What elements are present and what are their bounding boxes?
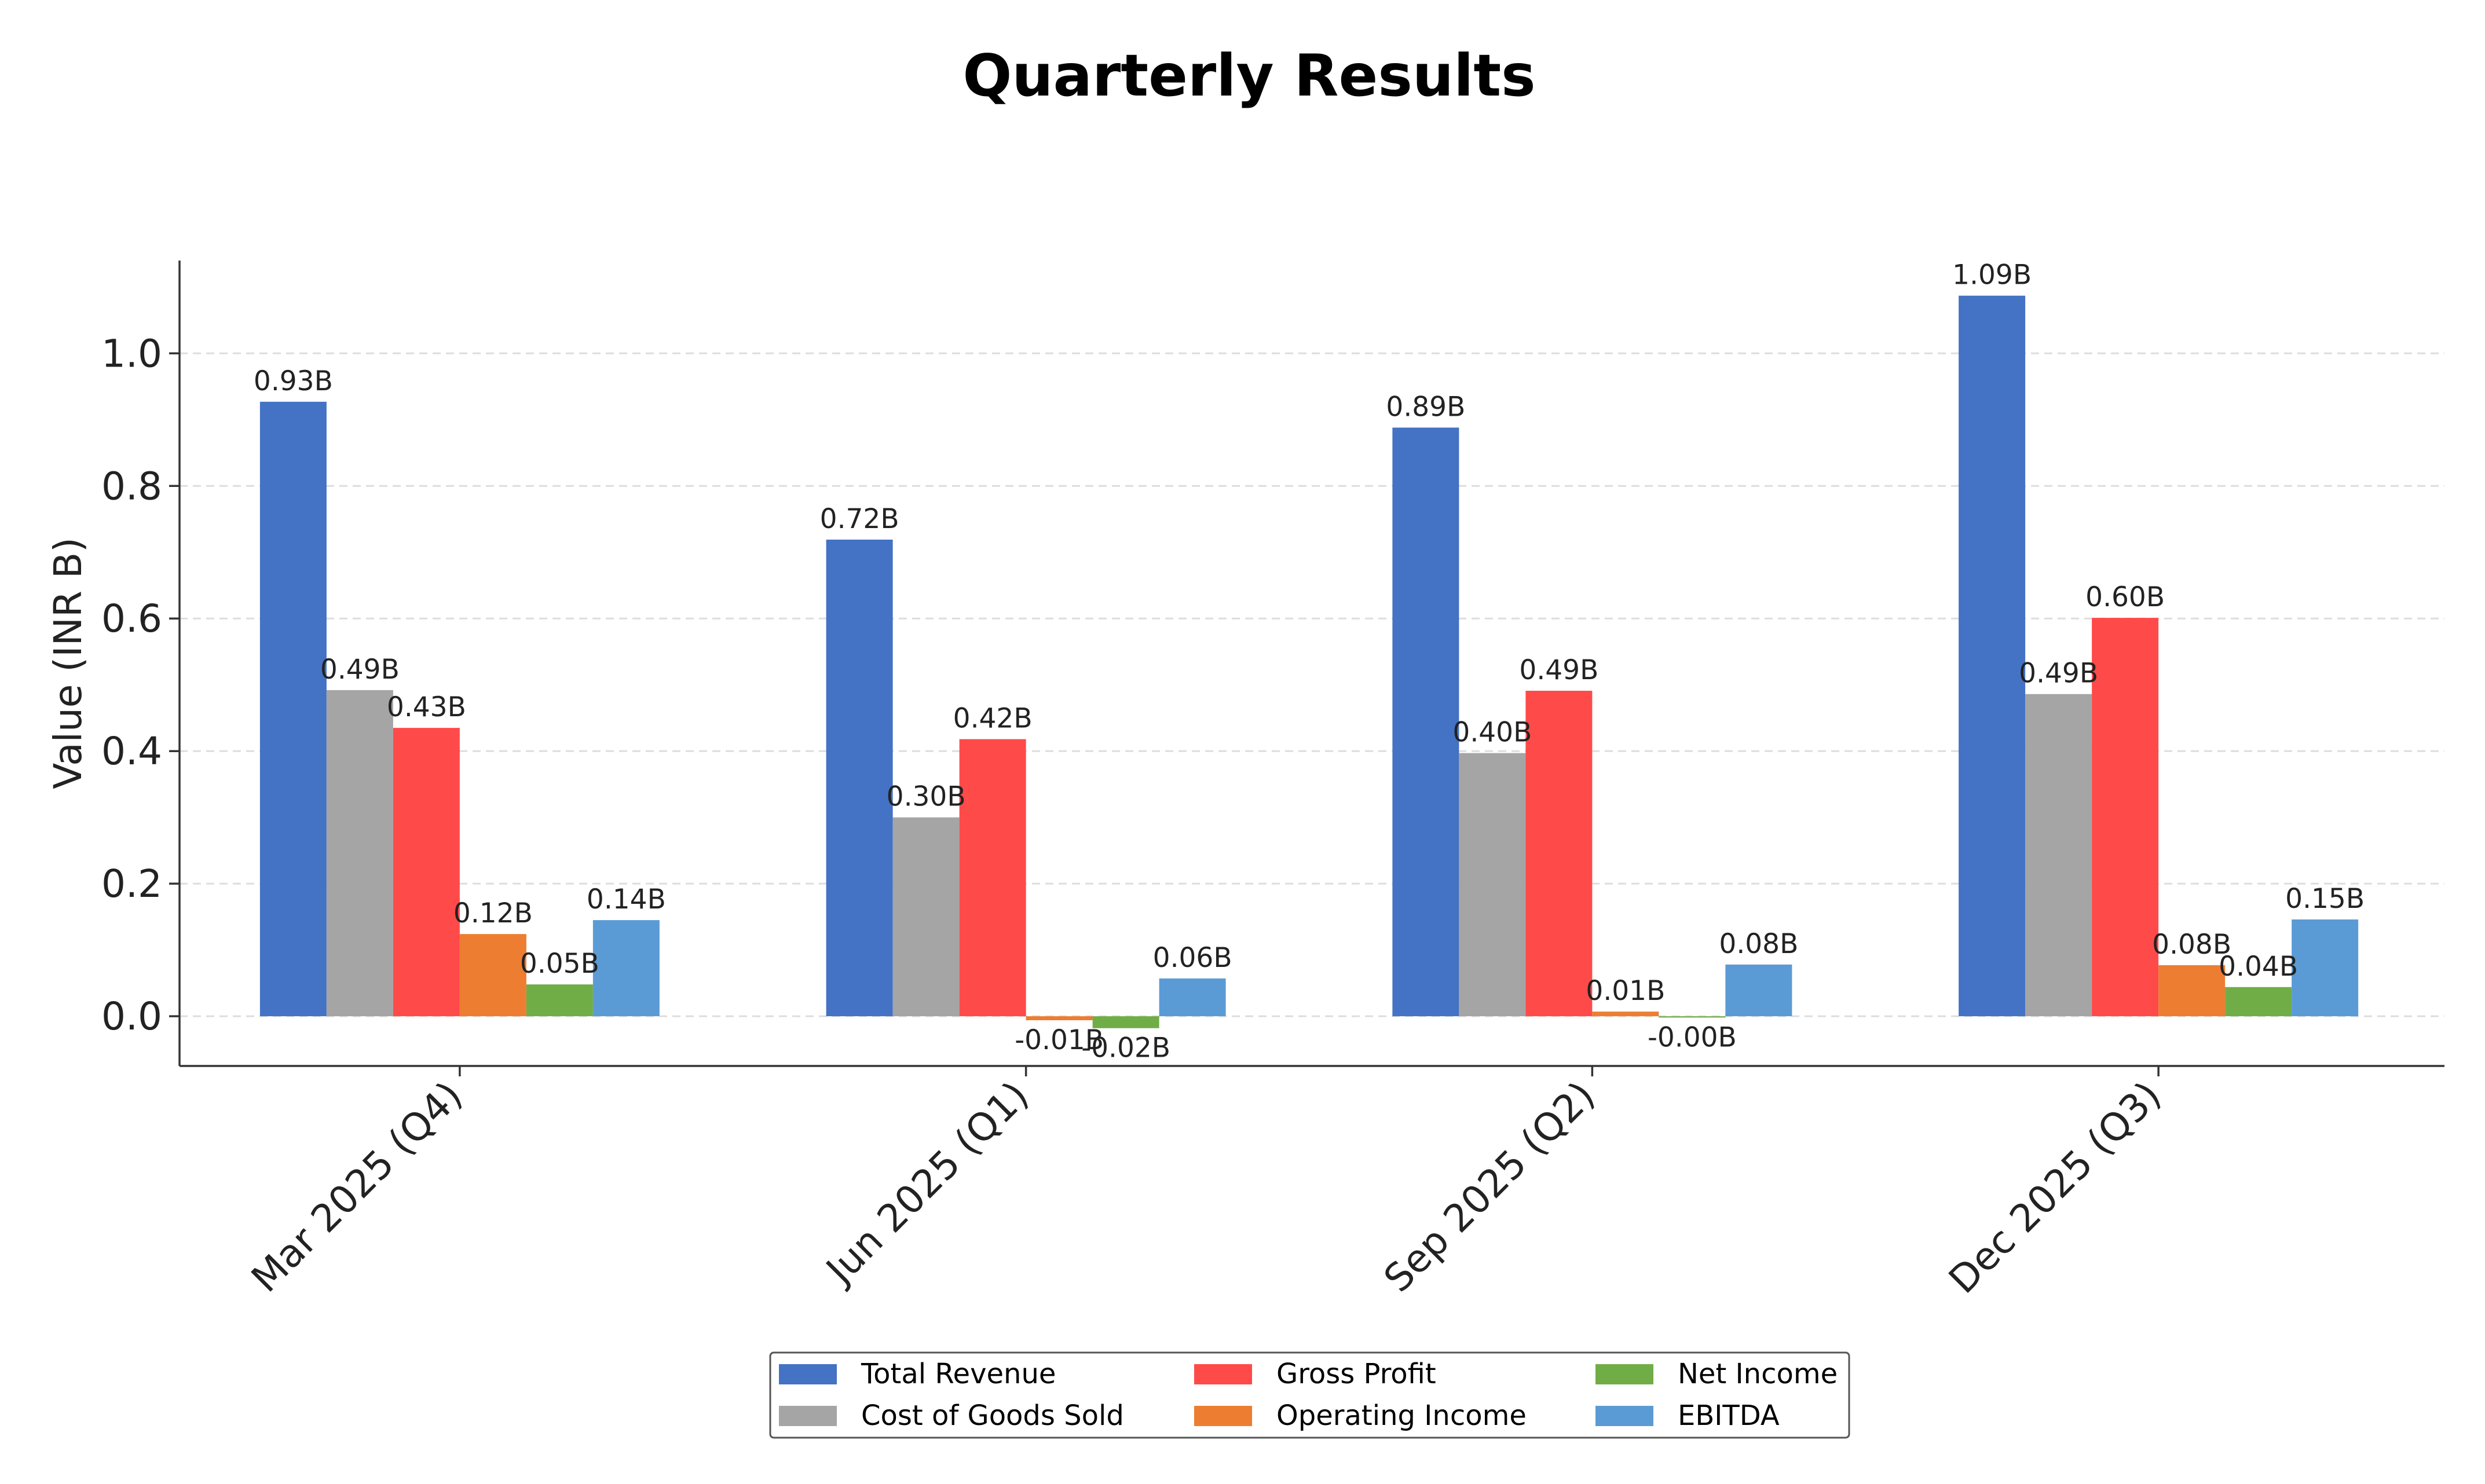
bar	[2092, 618, 2159, 1017]
bar	[1959, 295, 2026, 1017]
bar	[592, 920, 660, 1017]
x-tick-label: Sep 2025 (Q2)	[1375, 1073, 1604, 1301]
legend-box	[769, 1351, 1850, 1439]
bar	[1459, 753, 1526, 1017]
bar	[1592, 1012, 1659, 1017]
data-label: 0.40B	[1452, 717, 1532, 749]
legend-label: EBITDA	[1678, 1399, 1780, 1432]
bar	[1725, 964, 1792, 1017]
chart-title: Quarterly Results	[962, 42, 1535, 109]
data-label: 0.08B	[1719, 928, 1798, 960]
bar	[259, 401, 327, 1017]
legend-swatch	[1194, 1406, 1252, 1426]
bar	[959, 739, 1026, 1017]
data-label: 0.60B	[2085, 581, 2165, 613]
data-label: 0.42B	[953, 703, 1033, 735]
data-label: 0.49B	[320, 654, 400, 686]
data-label: -0.00B	[1648, 1021, 1737, 1053]
legend-swatch	[1194, 1364, 1252, 1384]
bar	[2158, 965, 2226, 1017]
grid-lines	[180, 352, 2444, 1017]
data-label: 0.06B	[1153, 942, 1232, 974]
data-labels: 0.93B 0.49B 0.43B 0.12B 0.05B 0.14B 0.72B 0.30B…	[254, 259, 2365, 1064]
data-label: 0.12B	[453, 897, 533, 929]
data-label: 0.14B	[587, 884, 666, 915]
legend: Total Revenue Cost of Goods Sold Gross Pro…	[769, 1351, 1850, 1439]
data-label: 0.05B	[520, 948, 599, 980]
legend-label: Total Revenue	[861, 1358, 1056, 1390]
x-tick-label: Mar 2025 (Q4)	[243, 1073, 471, 1301]
bar	[1026, 1016, 1093, 1021]
legend-swatch	[779, 1406, 837, 1426]
y-tick-label: 0.2	[101, 862, 162, 906]
bar	[826, 539, 893, 1017]
bars	[259, 295, 2359, 1028]
data-label: 0.89B	[1386, 391, 1465, 423]
bar	[1525, 691, 1593, 1017]
data-label: 0.43B	[387, 691, 466, 723]
data-label: 0.04B	[2219, 951, 2298, 983]
y-tick-label: 0.4	[101, 729, 162, 774]
bar	[1159, 978, 1226, 1017]
bar	[393, 728, 460, 1017]
legend-label: Gross Profit	[1276, 1358, 1436, 1390]
legend-swatch	[779, 1364, 837, 1384]
data-label: 0.93B	[254, 365, 333, 397]
bar	[1092, 1016, 1159, 1028]
data-label: 0.72B	[820, 503, 899, 535]
bar	[892, 817, 960, 1017]
data-label: 0.30B	[887, 781, 966, 813]
bar	[459, 934, 526, 1017]
bar	[1659, 1016, 1726, 1018]
data-label: 0.49B	[1519, 654, 1598, 686]
bar	[2292, 919, 2359, 1017]
legend-label: Operating Income	[1276, 1399, 1527, 1432]
data-label: 0.01B	[1586, 975, 1665, 1007]
legend-label: Cost of Goods Sold	[861, 1399, 1124, 1432]
y-tick-label: 0.6	[101, 596, 162, 641]
x-tick-label: Jun 2025 (Q1)	[816, 1073, 1037, 1294]
y-tick-label: 0.0	[101, 994, 162, 1039]
bar	[326, 690, 393, 1017]
y-axis-label: Value (INR B)	[46, 537, 90, 789]
data-label: 0.08B	[2152, 929, 2231, 961]
data-label: -0.01B	[1015, 1024, 1104, 1056]
data-label: -0.02B	[1081, 1032, 1170, 1064]
data-label: 1.09B	[1952, 259, 2032, 291]
y-tick-label: 0.8	[101, 464, 162, 508]
legend-swatch	[1595, 1406, 1653, 1426]
legend-swatch	[1595, 1364, 1653, 1384]
bar	[1392, 427, 1459, 1017]
bar	[2225, 987, 2292, 1017]
data-label: 0.49B	[2019, 658, 2098, 690]
bar	[526, 984, 593, 1017]
y-tick-label: 1.0	[101, 331, 162, 376]
x-tick-label: Dec 2025 (Q3)	[1940, 1073, 2169, 1302]
data-label: 0.15B	[2285, 883, 2365, 915]
bar	[2025, 694, 2092, 1017]
legend-label: Net Income	[1678, 1358, 1838, 1390]
